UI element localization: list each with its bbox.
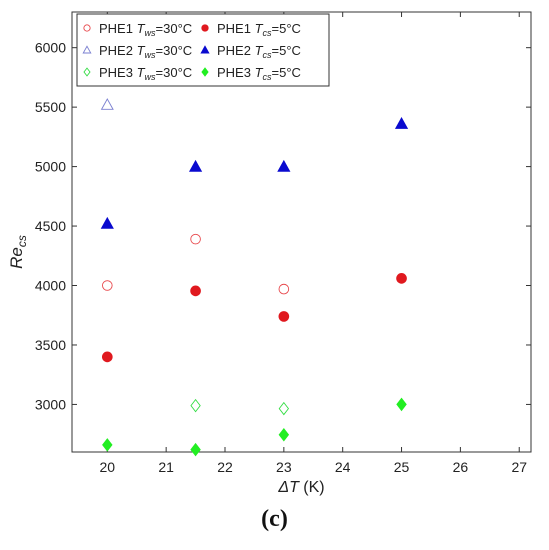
figure-caption: (c) [261,506,288,532]
legend-label-part: T [137,43,146,58]
data-point [190,442,201,457]
legend-label: PHE3 Tcs=5°C [217,65,301,82]
scatter-chart: 20 21 22 23 24 25 26 27 3000 3500 4000 4500 5000 5500… [7,11,532,496]
legend-label-part: T [255,21,264,36]
series-1 [102,233,290,295]
series-5 [190,398,290,416]
x-axis-label: ΔT (K) [277,479,324,496]
y-tick-label: 3000 [35,396,66,412]
y-tick-label: 3500 [35,337,66,353]
x-tick-label: 20 [100,459,116,475]
legend-label: PHE2 Tcs=5°C [217,43,301,60]
x-tick-label: 27 [511,459,527,475]
data-point [394,117,409,129]
legend-marker [83,67,91,77]
y-tick-label: 5000 [35,159,66,175]
legend-label-part: ws [145,72,156,82]
legend-label-part: =30°C [156,65,193,80]
legend-label-part: T [137,65,146,80]
data-point [100,98,114,110]
x-tick-label: 24 [335,459,351,475]
legend-label-part: PHE3 [99,65,137,80]
legend-label-part: =5°C [272,65,301,80]
legend-label-part: T [137,21,146,36]
legend-marker [200,45,210,54]
plot-frame [71,11,532,453]
legend-marker [201,24,209,32]
legend-label-part: PHE2 [99,43,137,58]
legend-marker [82,45,92,54]
x-tick-label: 21 [158,459,174,475]
legend-label-part: =5°C [272,21,301,36]
x-tick-label: 23 [276,459,292,475]
data-point [278,283,290,295]
data-point [102,280,113,291]
legend-label-part: =30°C [156,43,193,58]
x-axis-variable: ΔT [277,479,300,496]
legend-label-part: =30°C [156,21,193,36]
data-point [188,159,203,172]
data-point [278,401,290,416]
legend-label: PHE2 Tws=30°C [99,43,192,60]
legend-label-part: ws [145,28,156,38]
data-point [190,233,201,245]
series-6 [102,397,407,457]
x-tick-label: 26 [453,459,469,475]
legend-label: PHE1 Tcs=5°C [217,21,301,38]
data-point [190,398,201,413]
legend-marker [201,67,209,77]
y-axis-variable: Re [7,247,26,269]
data-point [396,397,407,412]
x-axis-unit: (K) [299,479,325,496]
y-tick-label: 5500 [35,99,66,115]
legend-label-part: T [255,65,264,80]
legend-label-part: cs [263,72,273,82]
data-point [278,311,290,322]
series-4 [100,117,409,229]
data-point [277,159,291,172]
data-point [396,273,407,284]
data-point [101,351,113,363]
data-point [278,427,290,442]
data-point [100,216,114,229]
x-tick-label: 22 [217,459,233,475]
data-point [102,438,113,452]
y-tick-label: 4000 [35,278,66,294]
legend-label: PHE1 Tws=30°C [99,21,192,38]
data-point [190,285,201,297]
y-axis-subscript: cs [15,235,29,247]
legend-label-part: PHE2 [217,43,255,58]
legend-label: PHE3 Tws=30°C [99,65,192,82]
x-tick-label: 25 [394,459,410,475]
legend-label-part: cs [263,50,273,60]
legend-label-part: PHE1 [217,21,255,36]
legend-label-part: PHE1 [99,21,137,36]
y-tick-label: 6000 [35,40,66,56]
y-axis-label: Recs [7,235,29,269]
legend-label-part: cs [263,28,273,38]
legend-label-part: ws [145,50,156,60]
legend-label-part: =5°C [272,43,301,58]
legend-label-part: PHE3 [217,65,255,80]
y-tick-label: 4500 [35,218,66,234]
series-2 [101,273,407,363]
legend-label-part: T [255,43,264,58]
legend-marker [83,24,91,32]
